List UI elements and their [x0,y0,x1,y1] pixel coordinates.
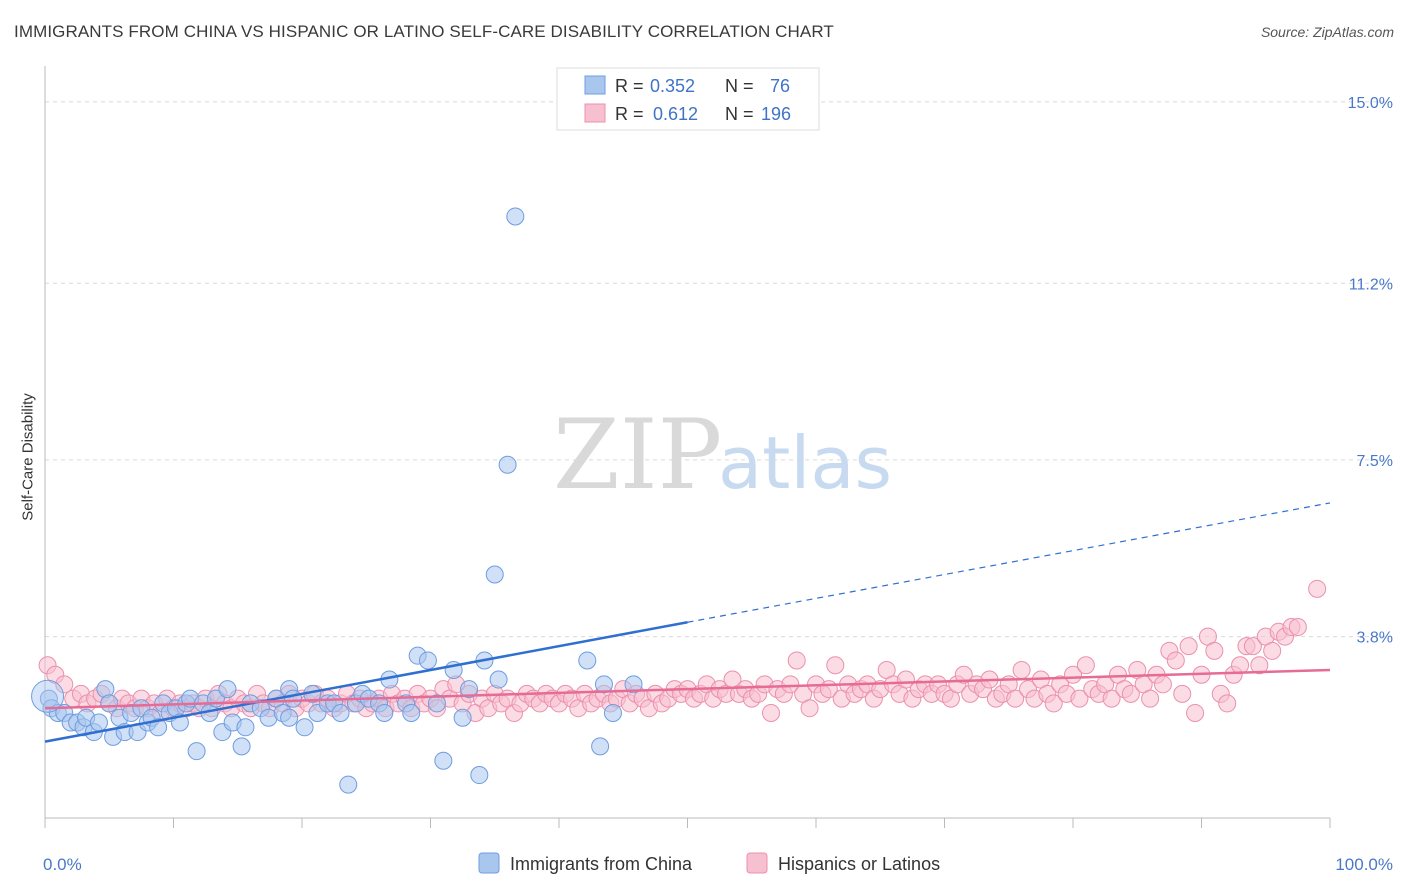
hispanic-trend-line [44,668,1331,710]
hispanic-point [1166,651,1185,670]
gridlines [45,101,1392,638]
china-point [218,680,237,699]
hispanic-point [1012,661,1031,679]
china-point [603,703,622,722]
hispanic-point [1102,689,1121,708]
y-tick-label: 7.5% [1357,453,1393,470]
watermark: ZIP atlas [553,399,892,511]
china-point [295,718,314,737]
hispanic-point [1186,703,1205,722]
hispanic-point [1070,689,1089,708]
hispanic-point [1121,684,1140,703]
china-point [402,703,421,722]
y-tick-label: 11.2% [1349,276,1393,293]
china-point [453,708,472,727]
hispanic-point [55,675,74,694]
china-point [284,689,303,708]
china-point [280,708,299,727]
legend-n-value-hispanic: 196 [761,104,791,124]
watermark-zip: ZIP [553,399,722,511]
hispanic-point [1044,694,1063,713]
legend-n-value-china: 76 [770,76,790,96]
china-point [187,742,206,761]
china-point [331,703,350,722]
hispanic-point [1064,665,1082,684]
hispanic-point [1288,618,1307,637]
legend-n-label: N = [725,76,754,96]
hispanic-point [762,703,781,722]
china-point [624,675,643,694]
bottom-legend: Immigrants from China Hispanics or Latin… [478,852,940,874]
hispanic-point [1263,641,1282,660]
hispanic-point [1250,656,1269,675]
watermark-atlas: atlas [718,421,892,505]
hispanic-point [781,675,800,694]
hispanic-point [1218,694,1237,713]
china-point [498,455,517,474]
china-point [427,694,446,713]
bottom-legend-label-hispanic: Hispanics or Latinos [778,854,940,874]
china-point [470,766,489,785]
x-tick-label: 0.0% [43,855,82,874]
hispanic-point [1153,675,1172,694]
legend-r-value-hispanic: 0.612 [653,104,698,124]
hispanic-point [1173,684,1192,703]
china-point [236,718,255,737]
hispanic-point [1076,656,1095,675]
chart-title: IMMIGRANTS FROM CHINA VS HISPANIC OR LAT… [14,22,834,41]
china-point [31,679,65,713]
hispanic-point [1205,641,1224,660]
china-point [418,651,437,670]
legend-n-label: N = [725,104,754,124]
hispanic-point [1141,689,1160,708]
china-point [578,651,597,670]
source-label: Source: ZipAtlas.com [1260,24,1394,40]
hispanic-point [1308,579,1327,598]
legend-swatch-china [584,75,606,95]
x-tick-label: 100.0% [1335,855,1393,874]
china-point [339,775,358,794]
hispanic-point [787,651,806,670]
china-point [506,207,525,226]
trend-lines [44,502,1331,743]
hispanic-point [1231,656,1250,675]
china-point [100,694,119,713]
y-tick-label: 15.0% [1348,95,1393,112]
china-point [434,751,453,770]
china-point [149,718,168,737]
y-tick-label: 3.8% [1357,630,1393,647]
china-point [489,670,508,689]
y-tick-labels: 3.8% 7.5% 11.2% 15.0% [1348,95,1393,647]
china-point [485,565,504,584]
bottom-legend-swatch-china [478,852,500,874]
x-tick-labels: 0.0% 100.0% [43,855,1393,874]
legend: R = 0.352 N = 76 R = 0.612 N = 196 [556,67,820,131]
china-point [460,680,479,699]
china-point [375,703,394,722]
china-trend-projection [687,502,1331,623]
legend-r-label: R = [615,76,644,96]
legend-swatch-hispanic [584,103,606,123]
hispanic-point [826,656,845,675]
china-point [232,737,251,756]
bottom-legend-swatch-hispanic [746,852,768,874]
hispanic-point [1243,637,1262,656]
china-point [89,713,108,732]
china-point [591,737,610,756]
hispanic-point [1006,689,1025,708]
legend-r-value-china: 0.352 [650,76,695,96]
hispanic-point [954,665,973,684]
china-trend-line [44,621,688,743]
bottom-legend-label-china: Immigrants from China [510,854,693,874]
legend-r-label: R = [615,104,644,124]
hispanic-point [1179,637,1198,656]
hispanic-point [800,699,819,718]
